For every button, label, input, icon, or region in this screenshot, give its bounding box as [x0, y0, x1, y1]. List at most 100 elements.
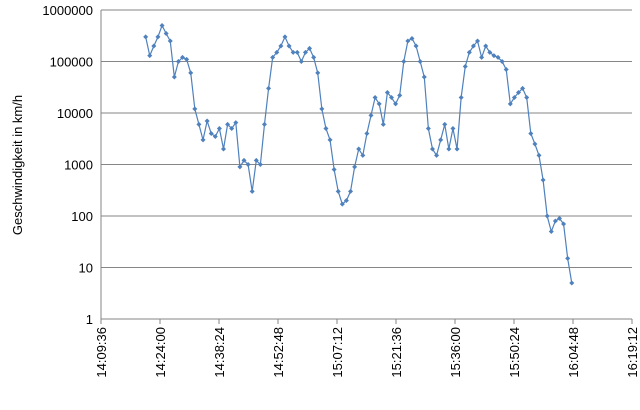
data-point [520, 85, 526, 91]
data-point [327, 137, 333, 143]
data-point [491, 53, 497, 59]
data-point [470, 43, 476, 49]
data-point [302, 49, 308, 55]
y-tick-label: 10000 [57, 106, 93, 121]
data-point [561, 221, 567, 227]
data-point [143, 34, 149, 40]
data-line [145, 23, 573, 284]
data-point [159, 23, 165, 29]
data-point [360, 152, 366, 158]
data-point [376, 101, 382, 107]
data-point [487, 49, 493, 55]
data-point [434, 152, 440, 158]
data-point [388, 94, 394, 100]
data-point [528, 130, 534, 136]
data-point [171, 74, 177, 80]
data-point [245, 162, 251, 167]
y-tick-label: 100000 [50, 55, 93, 70]
data-point [261, 121, 267, 127]
data-point [540, 177, 546, 183]
data-point [348, 188, 354, 194]
data-point [184, 56, 190, 62]
data-point [413, 43, 419, 49]
data-point [155, 34, 161, 40]
y-tick-label: 1 [86, 312, 93, 327]
data-point [397, 92, 403, 98]
data-point [192, 106, 198, 112]
data-point [425, 126, 431, 132]
data-point [278, 43, 284, 49]
data-point [343, 197, 349, 203]
data-point [270, 54, 276, 60]
x-tick-label: 14:24:00 [153, 327, 168, 378]
data-point [188, 70, 194, 76]
data-point [372, 94, 378, 100]
data-point [249, 188, 255, 194]
data-point [409, 35, 415, 41]
x-tick-label: 14:52:48 [271, 327, 286, 378]
data-point [438, 137, 444, 143]
data-point [216, 126, 222, 132]
data-point [458, 94, 464, 100]
data-point [257, 162, 263, 167]
data-point [429, 146, 435, 152]
data-point [364, 130, 370, 136]
data-point [298, 59, 304, 64]
data-point [450, 126, 456, 132]
y-tick-label: 1000000 [42, 3, 93, 18]
data-point [339, 201, 345, 207]
data-point [204, 118, 210, 124]
data-point [479, 54, 485, 60]
data-point [167, 38, 173, 44]
data-point [225, 121, 231, 127]
data-point [307, 45, 313, 51]
y-tick-label: 10 [79, 261, 93, 276]
data-point [237, 164, 243, 170]
data-point [200, 137, 206, 143]
data-point [401, 59, 407, 64]
data-point [536, 152, 542, 158]
y-tick-label: 1000 [64, 158, 93, 173]
x-tick-label: 16:19:12 [625, 327, 640, 378]
data-point [384, 90, 390, 96]
data-point [417, 59, 423, 64]
data-point [290, 49, 296, 55]
data-point [229, 126, 235, 132]
data-point [532, 141, 538, 147]
data-point [442, 121, 448, 127]
x-tick-label: 14:38:24 [212, 327, 227, 378]
data-point [507, 101, 513, 107]
data-point [421, 74, 427, 80]
data-point [286, 43, 292, 49]
data-point [323, 126, 329, 132]
data-point [282, 34, 288, 40]
data-point [552, 218, 558, 224]
data-point [503, 66, 509, 72]
data-point [319, 106, 325, 112]
data-point [454, 146, 460, 152]
x-tick-label: 15:50:24 [507, 327, 522, 378]
x-tick-label: 14:09:36 [94, 327, 109, 378]
x-tick-label: 15:36:00 [448, 327, 463, 378]
data-point [475, 38, 481, 44]
data-point [163, 30, 169, 36]
y-axis-label: Geschwindigkeit in km/h [10, 95, 25, 235]
data-point [352, 164, 358, 170]
data-point [446, 146, 452, 152]
data-point [233, 120, 239, 126]
data-point [462, 63, 468, 69]
data-point [466, 49, 472, 55]
data-point [511, 94, 517, 100]
data-point [544, 213, 550, 219]
x-tick-label: 15:07:12 [330, 327, 345, 378]
data-point [516, 90, 522, 96]
data-point [368, 112, 374, 118]
data-point [548, 229, 554, 235]
data-point [331, 166, 337, 172]
data-point [524, 94, 530, 100]
data-point [151, 43, 157, 49]
x-tick-label: 16:04:48 [566, 327, 581, 378]
data-point [499, 59, 505, 64]
data-point [565, 255, 571, 261]
